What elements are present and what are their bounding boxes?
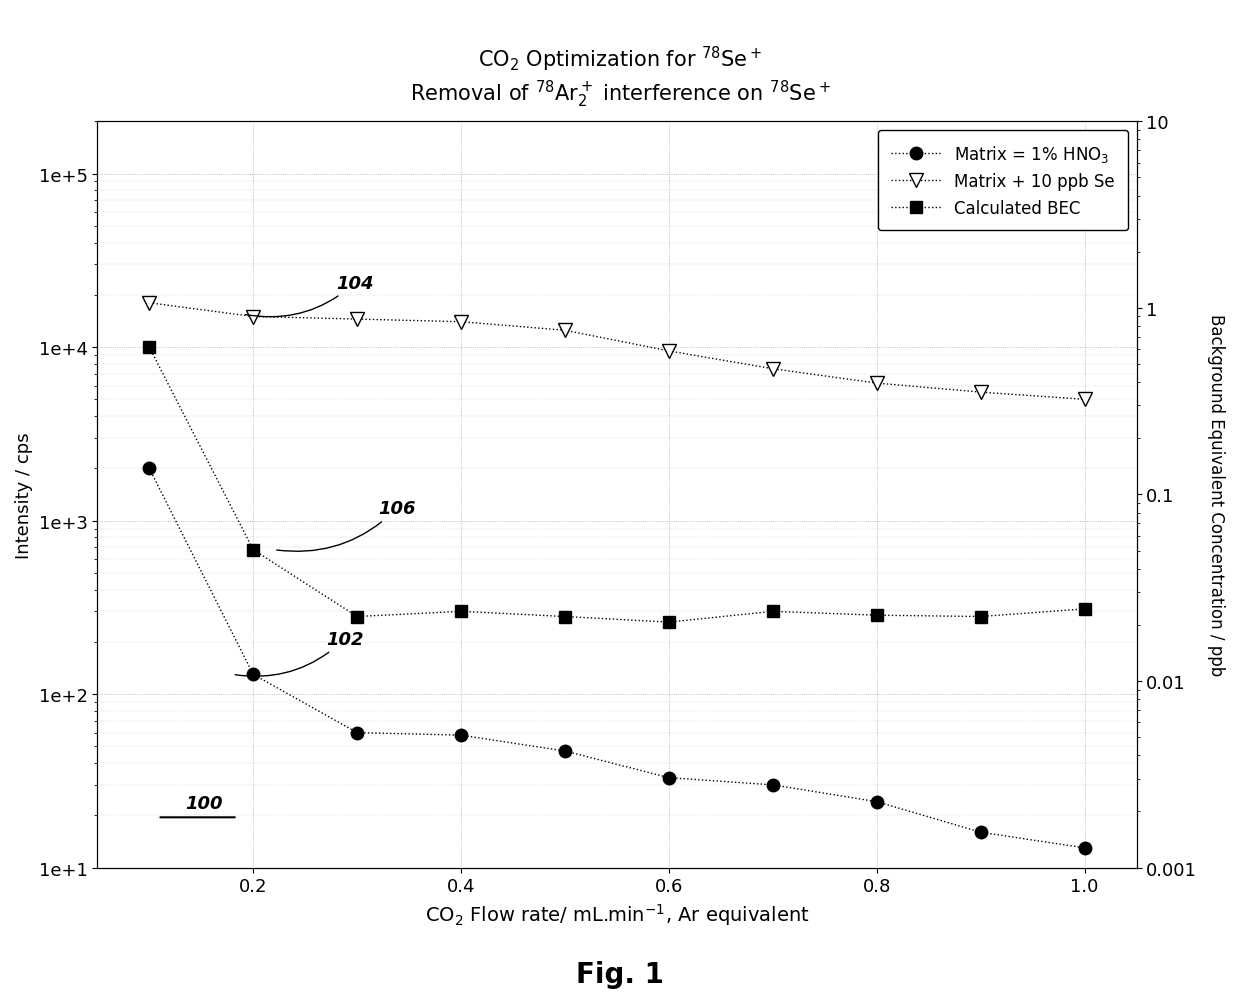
- Matrix + 10 ppb Se: [246, 312, 260, 324]
- Calculated BEC: [141, 342, 156, 354]
- X-axis label: CO$_2$ Flow rate/ mL.min$^{-1}$, Ar equivalent: CO$_2$ Flow rate/ mL.min$^{-1}$, Ar equi…: [424, 901, 810, 927]
- Legend: Matrix = 1% HNO$_3$, Matrix + 10 ppb Se, Calculated BEC: Matrix = 1% HNO$_3$, Matrix + 10 ppb Se,…: [878, 130, 1128, 230]
- Matrix + 10 ppb Se: [869, 378, 884, 390]
- Y-axis label: Background Equivalent Concentration / ppb: Background Equivalent Concentration / pp…: [1207, 314, 1225, 676]
- Matrix = 1% HNO$_3$: [558, 745, 573, 758]
- Text: CO$_2$ Optimization for $^{78}$Se$^+$
Removal of $^{78}$Ar$_2^+$ interference on: CO$_2$ Optimization for $^{78}$Se$^+$ Re…: [409, 45, 831, 110]
- Matrix = 1% HNO$_3$: [246, 668, 260, 680]
- Matrix = 1% HNO$_3$: [1078, 842, 1092, 854]
- Matrix + 10 ppb Se: [973, 387, 988, 399]
- Matrix + 10 ppb Se: [1078, 394, 1092, 406]
- Calculated BEC: [246, 544, 260, 556]
- Matrix = 1% HNO$_3$: [869, 796, 884, 808]
- Y-axis label: Intensity / cps: Intensity / cps: [15, 432, 33, 558]
- Line: Calculated BEC: Calculated BEC: [143, 342, 1091, 628]
- Matrix + 10 ppb Se: [558, 325, 573, 337]
- Text: 106: 106: [277, 500, 415, 552]
- Text: 102: 102: [236, 630, 363, 676]
- Matrix = 1% HNO$_3$: [765, 779, 780, 791]
- Matrix + 10 ppb Se: [765, 364, 780, 376]
- Calculated BEC: [350, 611, 365, 623]
- Calculated BEC: [765, 605, 780, 617]
- Calculated BEC: [869, 609, 884, 621]
- Matrix + 10 ppb Se: [141, 298, 156, 310]
- Matrix + 10 ppb Se: [661, 346, 676, 358]
- Matrix = 1% HNO$_3$: [454, 729, 469, 741]
- Matrix = 1% HNO$_3$: [141, 463, 156, 475]
- Text: Fig. 1: Fig. 1: [577, 960, 663, 988]
- Matrix = 1% HNO$_3$: [973, 827, 988, 839]
- Text: 104: 104: [246, 275, 373, 318]
- Calculated BEC: [1078, 603, 1092, 615]
- Line: Matrix = 1% HNO$_3$: Matrix = 1% HNO$_3$: [143, 463, 1091, 855]
- Calculated BEC: [558, 611, 573, 623]
- Calculated BEC: [454, 605, 469, 617]
- Calculated BEC: [661, 616, 676, 628]
- Matrix = 1% HNO$_3$: [350, 726, 365, 738]
- Matrix + 10 ppb Se: [350, 314, 365, 326]
- Text: 100: 100: [186, 795, 223, 813]
- Line: Matrix + 10 ppb Se: Matrix + 10 ppb Se: [143, 297, 1091, 407]
- Matrix + 10 ppb Se: [454, 317, 469, 329]
- Calculated BEC: [973, 611, 988, 623]
- Matrix = 1% HNO$_3$: [661, 772, 676, 784]
